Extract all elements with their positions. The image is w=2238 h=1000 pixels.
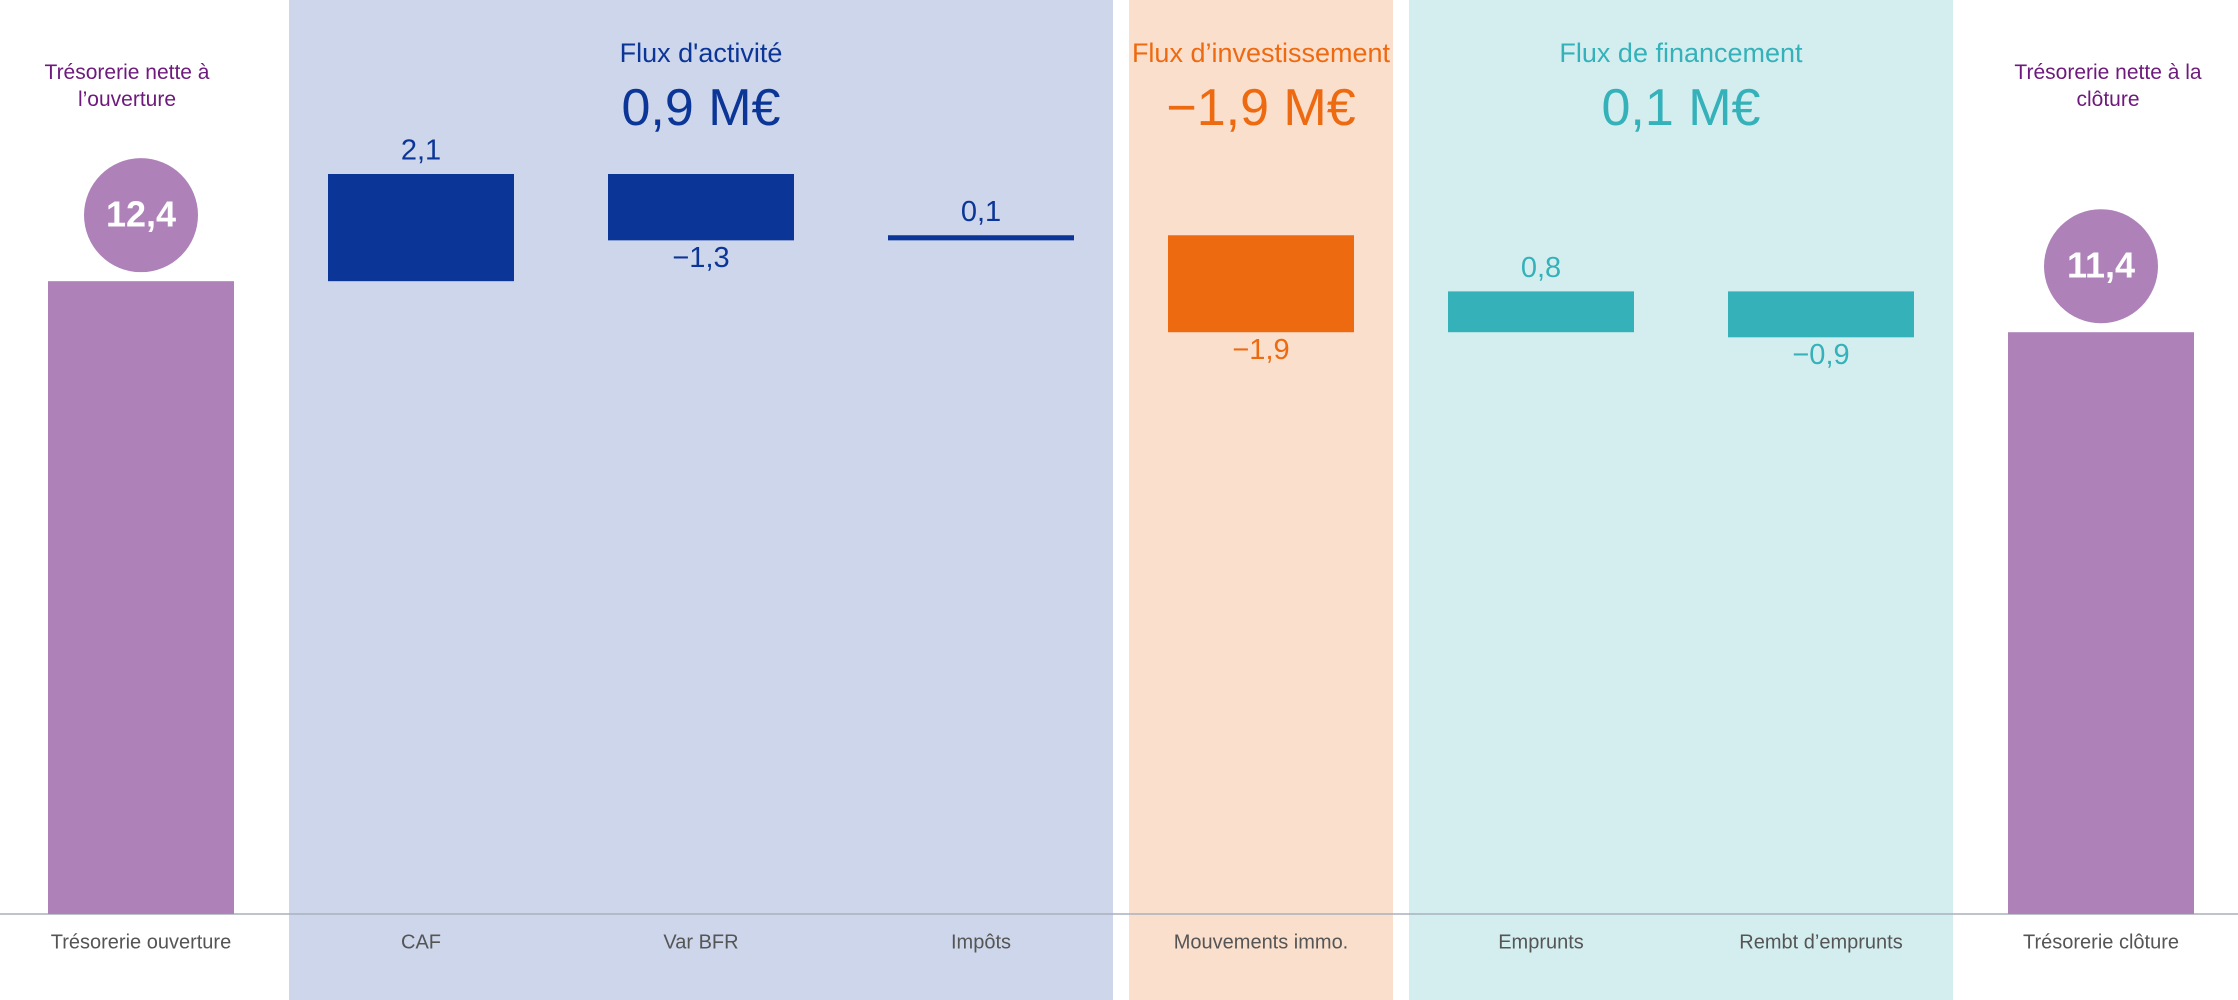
total-value-label: 12,4 <box>106 194 176 235</box>
category-label: Var BFR <box>663 931 738 953</box>
category-label: Trésorerie ouverture <box>51 931 231 953</box>
group-header: Flux d'activité 0,9 M€ <box>289 37 1113 139</box>
group-background <box>1409 0 1953 1000</box>
group-background <box>1129 0 1393 1000</box>
total-badge <box>2044 209 2158 324</box>
group-total: −1,9 M€ <box>1166 79 1356 137</box>
value-label: 2,1 <box>401 135 441 167</box>
flow-bar <box>1168 235 1354 333</box>
flow-bar <box>888 235 1074 241</box>
flow-bar <box>1448 291 1634 333</box>
total-bar <box>2008 332 2194 914</box>
group-total: 0,9 M€ <box>621 79 781 137</box>
category-label: Mouvements immo. <box>1174 931 1349 953</box>
category-label: Impôts <box>951 931 1011 953</box>
category-label: Trésorerie clôture <box>2023 931 2179 953</box>
flow-bar <box>608 174 794 241</box>
group-title: Flux d’investissement <box>1131 38 1391 68</box>
group-total: 0,1 M€ <box>1601 79 1761 137</box>
value-label: −1,9 <box>1232 334 1289 366</box>
group-header: Flux d’investissement −1,9 M€ <box>1129 37 1393 139</box>
side-title: Trésorerie nette à la clôture <box>2014 61 2202 111</box>
group-title: Flux de financement <box>1559 38 1803 68</box>
group-title: Flux d'activité <box>619 38 783 68</box>
flow-bar <box>1728 291 1914 338</box>
value-label: −1,3 <box>672 242 729 274</box>
category-label: Emprunts <box>1498 931 1584 953</box>
side-title: Trésorerie nette à l’ouverture <box>44 61 210 111</box>
category-label: Rembt d’emprunts <box>1739 931 1902 953</box>
total-bar <box>48 281 234 914</box>
total-value-label: 11,4 <box>2067 245 2135 286</box>
value-label: 0,8 <box>1521 252 1561 284</box>
group-background <box>289 0 1113 1000</box>
flow-bar <box>328 174 514 282</box>
category-label: CAF <box>401 931 441 953</box>
total-badge <box>84 158 198 273</box>
value-label: −0,9 <box>1792 339 1849 371</box>
group-header: Flux de financement 0,1 M€ <box>1409 37 1953 139</box>
value-label: 0,1 <box>961 196 1001 228</box>
